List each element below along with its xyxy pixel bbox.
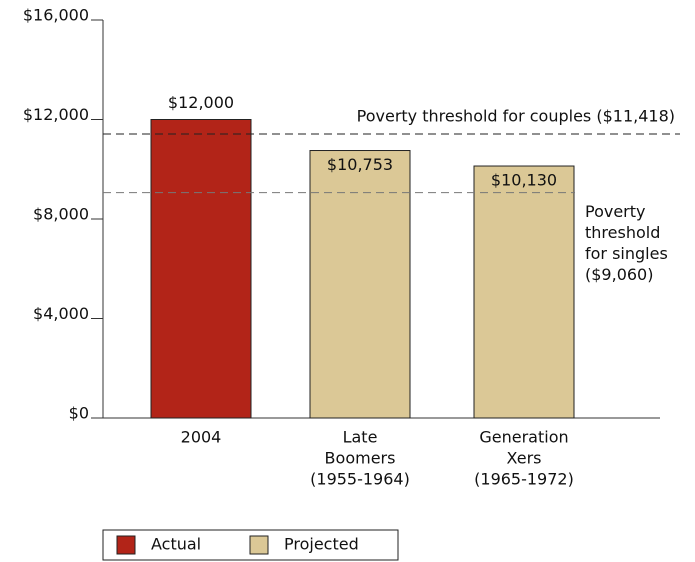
x-tick-label: (1955-1964)	[310, 470, 410, 489]
bar	[473, 165, 575, 419]
value-label: $10,753	[327, 155, 393, 174]
legend-label: Actual	[151, 535, 201, 554]
y-tick-label: $12,000	[23, 105, 89, 124]
y-tick-label: $4,000	[33, 304, 89, 323]
legend-box	[102, 529, 399, 561]
reference-label: Poverty threshold for couples ($11,418)	[357, 106, 675, 125]
y-tick-label: $0	[69, 404, 89, 423]
x-tick-label: Generation	[479, 428, 568, 447]
x-tick-label: Boomers	[325, 449, 396, 468]
legend-swatch	[249, 535, 269, 555]
reference-label: ($9,060)	[585, 265, 653, 284]
x-tick-label: Late	[343, 428, 378, 447]
value-label: $12,000	[168, 93, 234, 112]
reference-label: for singles	[585, 244, 668, 263]
x-tick-label: Xers	[507, 449, 542, 468]
legend-label: Projected	[284, 535, 359, 554]
reference-label: threshold	[585, 223, 660, 242]
legend-swatch	[116, 535, 136, 555]
bar	[150, 119, 252, 419]
bar	[309, 150, 411, 419]
value-label: $10,130	[491, 171, 557, 190]
x-tick-label: (1965-1972)	[474, 470, 574, 489]
reference-label: Poverty	[585, 202, 646, 221]
y-tick-label: $8,000	[33, 205, 89, 224]
y-tick-label: $16,000	[23, 6, 89, 25]
x-tick-label: 2004	[181, 428, 222, 447]
